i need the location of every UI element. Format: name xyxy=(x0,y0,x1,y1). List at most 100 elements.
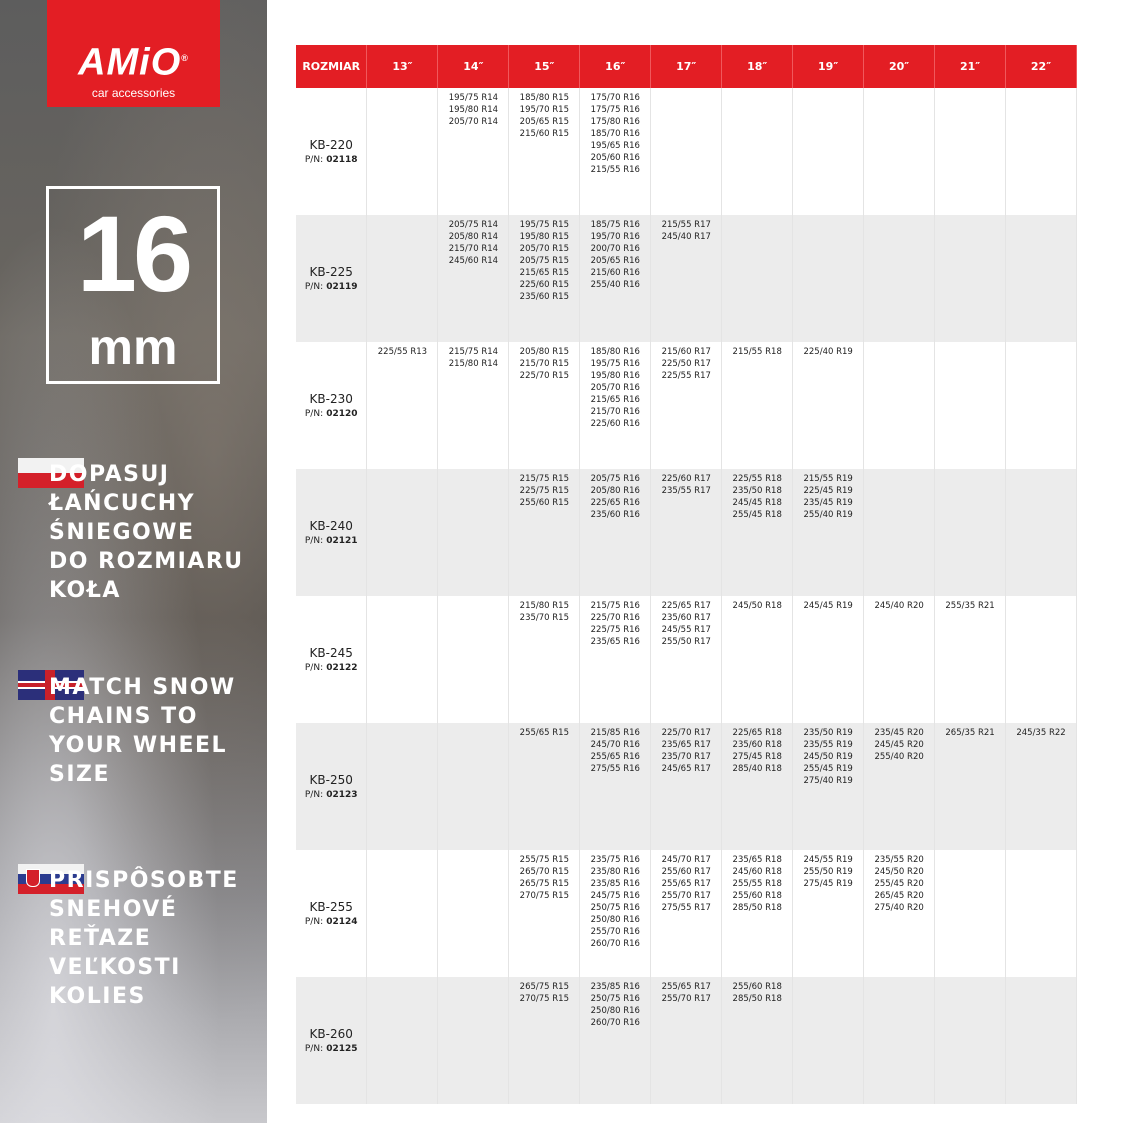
tire-size: 215/70 R15 xyxy=(519,359,569,369)
tire-size-cell xyxy=(366,977,439,1104)
tire-size-cell xyxy=(1005,596,1077,723)
slogan-line: REŤAZE xyxy=(49,926,152,951)
slogan-english: MATCH SNOW CHAINS TO YOUR WHEEL SIZE xyxy=(49,673,236,789)
slogan-line: MATCH SNOW xyxy=(49,675,236,700)
tire-size: 225/70 R17 xyxy=(661,728,711,738)
tire-size-cell: 245/55 R19 255/50 R19 275/45 R19 xyxy=(792,850,865,977)
tire-size: 215/60 R15 xyxy=(519,129,569,139)
tire-size: 245/50 R19 xyxy=(803,752,853,762)
header-rim-size: 14″ xyxy=(437,45,510,88)
tire-size-cell: 255/35 R21 xyxy=(934,596,1007,723)
tire-size-cell xyxy=(863,977,936,1104)
tire-size: 195/70 R15 xyxy=(519,105,569,115)
tire-size: 185/80 R16 xyxy=(590,347,640,357)
tire-size: 195/65 R16 xyxy=(590,141,640,151)
model-cell: KB-240 P/N: 02121 xyxy=(296,469,368,596)
slogan-line: YOUR WHEEL xyxy=(49,733,228,758)
tire-size: 185/70 R16 xyxy=(590,129,640,139)
slogan-line: SNEHOVÉ xyxy=(49,897,178,922)
tire-size: 275/55 R16 xyxy=(590,764,640,774)
tire-size: 255/45 R19 xyxy=(803,764,853,774)
tire-size: 285/50 R18 xyxy=(732,994,782,1004)
table-row: KB-230 P/N: 02120 225/55 R13 215/75 R14 215/… xyxy=(296,342,1077,469)
tire-size: 175/75 R16 xyxy=(590,105,640,115)
tire-size: 215/75 R16 xyxy=(590,601,640,611)
part-number-label: P/N: xyxy=(304,1043,324,1054)
tire-size: 245/45 R18 xyxy=(732,498,782,508)
tire-size-cell: 225/55 R13 xyxy=(366,342,439,469)
tire-size: 245/50 R20 xyxy=(874,867,924,877)
tire-size-cell: 205/75 R14 205/80 R14 215/70 R14 245/60 R14 xyxy=(437,215,510,342)
tire-size-cell xyxy=(366,723,439,850)
tire-size: 245/75 R16 xyxy=(590,891,640,901)
part-number-label: P/N: xyxy=(304,281,324,292)
tire-size: 215/55 R19 xyxy=(803,474,853,484)
header-rim-size: 21″ xyxy=(934,45,1007,88)
tire-size-cell xyxy=(1005,469,1077,596)
tire-size: 275/40 R20 xyxy=(874,903,924,913)
tire-size: 195/75 R14 xyxy=(448,93,499,103)
tire-size: 225/45 R19 xyxy=(803,486,853,496)
tire-size: 225/60 R16 xyxy=(590,419,640,429)
tire-size-cell xyxy=(437,596,510,723)
tire-size: 255/45 R20 xyxy=(874,879,924,889)
tire-size: 205/75 R15 xyxy=(519,256,569,266)
tire-size-cell: 215/55 R19 225/45 R19 235/45 R19 255/40 R19 xyxy=(792,469,865,596)
part-number-label: P/N: xyxy=(304,916,324,927)
uk-flag-icon xyxy=(18,670,84,700)
model-cell: KB-230 P/N: 02120 xyxy=(296,342,368,469)
tire-size: 245/65 R17 xyxy=(661,764,711,774)
tire-size: 195/80 R14 xyxy=(448,105,499,115)
tire-size: 225/60 R17 xyxy=(661,474,711,484)
tire-size: 255/40 R20 xyxy=(874,752,924,762)
tire-size-cell xyxy=(437,977,510,1104)
slogan-line: KOŁA xyxy=(49,578,121,603)
slogan-line: SIZE xyxy=(49,762,111,787)
tire-size-cell xyxy=(366,596,439,723)
tire-size: 235/45 R19 xyxy=(803,498,853,508)
tire-size: 205/75 R14 xyxy=(448,220,499,230)
tire-size-cell xyxy=(934,342,1007,469)
tire-size: 255/65 R16 xyxy=(590,752,640,762)
tire-size: 215/60 R16 xyxy=(590,268,640,278)
part-number-value: 02125 xyxy=(326,1043,358,1054)
tire-size: 195/70 R16 xyxy=(590,232,640,242)
table-row: KB-255 P/N: 02124 255/75 R15 265/70 R15 265/… xyxy=(296,850,1077,977)
tire-size: 245/40 R20 xyxy=(874,601,924,611)
slogan-line: CHAINS TO xyxy=(49,704,198,729)
tire-size-cell xyxy=(792,88,865,215)
part-number: P/N: 02121 xyxy=(296,534,366,548)
tire-size: 255/60 R15 xyxy=(519,498,569,508)
tire-size: 195/75 R15 xyxy=(519,220,569,230)
part-number-label: P/N: xyxy=(304,789,324,800)
model-cell: KB-245 P/N: 02122 xyxy=(296,596,368,723)
tire-size: 255/60 R18 xyxy=(732,891,782,901)
tire-size-cell xyxy=(366,215,439,342)
tire-size-cell: 215/75 R16 225/70 R16 225/75 R16 235/65 R16 xyxy=(579,596,652,723)
tire-size-cell xyxy=(934,977,1007,1104)
tire-size: 215/55 R17 xyxy=(661,220,711,230)
tire-size: 255/70 R17 xyxy=(661,994,711,1004)
table-header-row: ROZMIAR 13″ 14″ 15″ 16″ 17″ 18″ 19″ 20″ 21″ 22″ xyxy=(296,45,1077,88)
part-number: P/N: 02119 xyxy=(296,280,366,294)
tire-size: 255/40 R16 xyxy=(590,280,640,290)
tire-size-cell: 225/55 R18 235/50 R18 245/45 R18 255/45 R18 xyxy=(721,469,794,596)
tire-size: 245/40 R17 xyxy=(661,232,711,242)
tire-size-cell: 255/65 R15 xyxy=(508,723,581,850)
slogan-line: PRISPÔSOBTE xyxy=(49,868,239,893)
tire-size-cell xyxy=(1005,977,1077,1104)
tire-size: 235/55 R20 xyxy=(874,855,924,865)
part-number-value: 02123 xyxy=(326,789,358,800)
tire-size-cell: 185/80 R16 195/75 R16 195/80 R16 205/70 R16… xyxy=(579,342,652,469)
tire-size-cell xyxy=(437,469,510,596)
tire-size: 250/75 R16 xyxy=(590,903,640,913)
tire-size-cell xyxy=(863,469,936,596)
tire-size: 275/45 R19 xyxy=(803,879,853,889)
part-number-value: 02120 xyxy=(326,408,358,419)
tire-size: 225/70 R15 xyxy=(519,371,569,381)
tire-size: 225/60 R15 xyxy=(519,280,569,290)
slogan-line: VEĽKOSTI xyxy=(49,955,181,980)
tire-size: 205/65 R15 xyxy=(519,117,569,127)
model-name: KB-255 xyxy=(309,899,353,914)
tire-size-cell xyxy=(437,723,510,850)
